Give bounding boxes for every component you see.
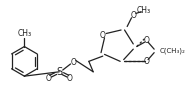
Text: O: O bbox=[130, 11, 136, 20]
Text: O: O bbox=[143, 57, 149, 66]
Text: O: O bbox=[100, 31, 106, 40]
Text: S: S bbox=[56, 67, 62, 77]
Text: O: O bbox=[67, 74, 73, 83]
Text: O: O bbox=[143, 36, 149, 45]
Text: O: O bbox=[70, 58, 76, 67]
Text: CH₃: CH₃ bbox=[137, 6, 151, 15]
Text: O: O bbox=[46, 74, 52, 83]
Text: CH₃: CH₃ bbox=[17, 29, 31, 38]
Text: C(CH₃)₂: C(CH₃)₂ bbox=[159, 48, 185, 54]
